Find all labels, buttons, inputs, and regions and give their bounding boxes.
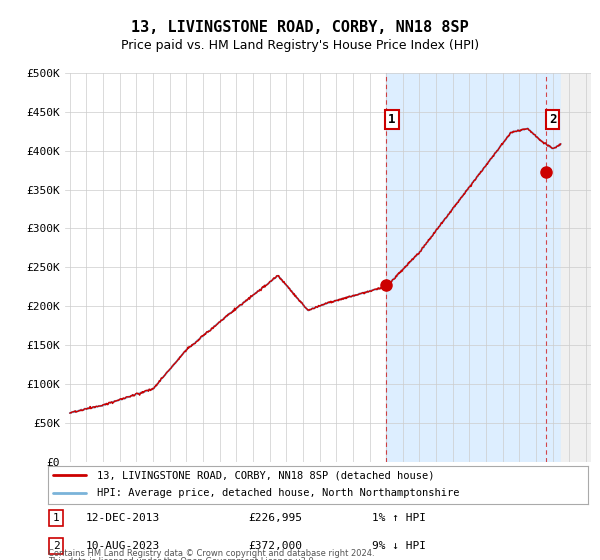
Text: 1: 1 (53, 513, 59, 523)
Text: 2: 2 (549, 113, 556, 126)
Text: 1: 1 (388, 113, 395, 126)
Text: 13, LIVINGSTONE ROAD, CORBY, NN18 8SP: 13, LIVINGSTONE ROAD, CORBY, NN18 8SP (131, 20, 469, 35)
Text: This data is licensed under the Open Government Licence v3.0.: This data is licensed under the Open Gov… (48, 557, 316, 560)
Bar (386, 73, 561, 462)
Text: 13, LIVINGSTONE ROAD, CORBY, NN18 8SP (detached house): 13, LIVINGSTONE ROAD, CORBY, NN18 8SP (d… (97, 470, 434, 480)
Text: 2: 2 (53, 541, 59, 551)
Text: Price paid vs. HM Land Registry's House Price Index (HPI): Price paid vs. HM Land Registry's House … (121, 39, 479, 52)
Bar (561, 73, 591, 462)
Text: 9% ↓ HPI: 9% ↓ HPI (372, 541, 426, 551)
Text: £226,995: £226,995 (248, 513, 302, 523)
Text: HPI: Average price, detached house, North Northamptonshire: HPI: Average price, detached house, Nort… (97, 488, 459, 498)
Text: Contains HM Land Registry data © Crown copyright and database right 2024.: Contains HM Land Registry data © Crown c… (48, 549, 374, 558)
Text: 10-AUG-2023: 10-AUG-2023 (86, 541, 160, 551)
Text: 1% ↑ HPI: 1% ↑ HPI (372, 513, 426, 523)
Text: 12-DEC-2013: 12-DEC-2013 (86, 513, 160, 523)
Text: £372,000: £372,000 (248, 541, 302, 551)
